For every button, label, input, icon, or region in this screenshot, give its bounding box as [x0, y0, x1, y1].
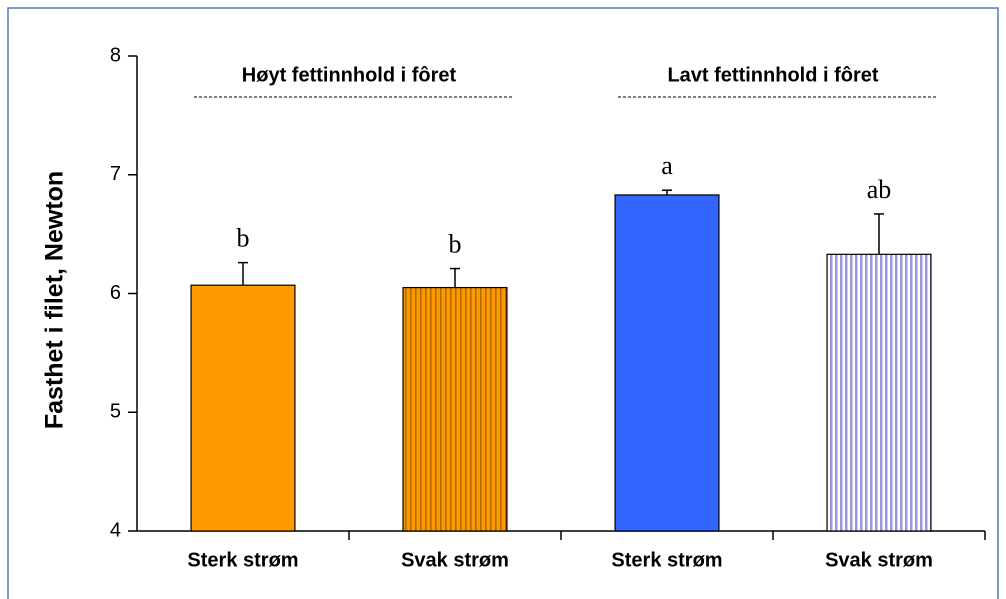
- x-tick-label: Sterk strøm: [611, 549, 722, 571]
- annotation: a: [661, 151, 673, 180]
- bar: [402, 286, 508, 532]
- annotation: b: [237, 224, 250, 253]
- x-tick-label: Svak strøm: [401, 549, 509, 571]
- bar: [614, 194, 720, 532]
- y-axis-label: Fasthet i filet, Newton: [41, 171, 69, 429]
- group-label: Høyt fettinnhold i fôret: [242, 64, 457, 86]
- group-label: Lavt fettinnhold i fôret: [667, 64, 878, 86]
- bar: [826, 253, 932, 532]
- y-tick-label: 8: [110, 44, 121, 66]
- y-tick-label: 4: [110, 519, 121, 541]
- annotation: ab: [867, 175, 892, 204]
- x-tick-label: Svak strøm: [825, 549, 933, 571]
- annotation: b: [449, 230, 462, 259]
- x-tick-label: Sterk strøm: [187, 549, 298, 571]
- y-tick-label: 6: [110, 282, 121, 304]
- y-tick-label: 7: [110, 163, 121, 185]
- frame: [7, 7, 999, 599]
- bar: [190, 284, 296, 532]
- y-tick-label: 5: [110, 401, 121, 423]
